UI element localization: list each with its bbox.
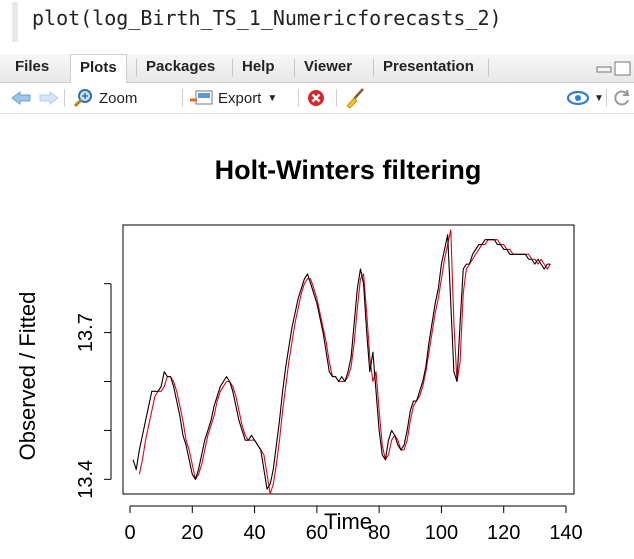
console-gutter <box>12 2 18 42</box>
plot-frame <box>122 224 575 495</box>
export-button[interactable]: Export ▼ <box>190 87 277 109</box>
x-tick-label-120: 120 <box>487 522 520 544</box>
zoom-label: Zoom <box>99 89 138 107</box>
tab-plots[interactable]: Plots <box>70 54 127 83</box>
toolbar-separator <box>182 89 183 107</box>
console-line: plot(log_Birth_TS_1_Numericforecasts_2) <box>0 0 634 44</box>
back-arrow-icon[interactable] <box>10 87 32 109</box>
publish-dropdown-icon: ▼ <box>594 92 604 104</box>
tab-viewer[interactable]: Viewer <box>304 58 353 75</box>
fitted-series-line <box>138 229 551 495</box>
x-tick-label-40: 40 <box>243 522 265 544</box>
publish-icon <box>566 89 590 107</box>
toolbar-separator <box>64 89 65 107</box>
x-tick-label-140: 140 <box>549 522 582 544</box>
tab-separator <box>488 59 489 77</box>
forward-arrow-icon[interactable] <box>38 87 60 109</box>
x-tick-label-20: 20 <box>181 522 203 544</box>
pane-tabbar: Files Plots Packages Help Viewer Present… <box>0 54 634 83</box>
x-tick-label-60: 60 <box>306 522 328 544</box>
tab-presentation[interactable]: Presentation <box>383 58 474 75</box>
maximize-icon[interactable] <box>614 61 631 76</box>
refresh-button[interactable] <box>612 87 632 109</box>
toolbar-separator <box>336 89 337 107</box>
y-axis-label: Observed / Fitted <box>15 292 40 461</box>
x-tick-label-80: 80 <box>368 522 390 544</box>
chart-title: Holt-Winters filtering <box>215 155 482 185</box>
plot-canvas: Holt-Winters filtering Time Observed / Fit… <box>0 114 634 559</box>
toolbar-separator <box>606 89 607 107</box>
tab-separator <box>373 59 374 77</box>
minimize-icon[interactable] <box>596 61 612 75</box>
plots-toolbar: Zoom Export ▼ ▼ <box>0 83 634 114</box>
export-dropdown-icon: ▼ <box>267 92 278 104</box>
toolbar-separator <box>298 89 299 107</box>
broom-icon <box>344 87 366 109</box>
tab-help[interactable]: Help <box>242 58 275 75</box>
refresh-icon <box>612 88 632 108</box>
export-icon <box>190 88 214 108</box>
y-tick-label-13.4: 13.4 <box>75 460 97 499</box>
tab-separator <box>294 59 295 77</box>
plots-pane: Files Plots Packages Help Viewer Present… <box>0 54 634 559</box>
y-tick-label-13.7: 13.7 <box>75 313 97 352</box>
clear-all-plots-button[interactable] <box>344 87 366 109</box>
tab-packages[interactable]: Packages <box>146 58 216 75</box>
x-tick-label-100: 100 <box>425 522 458 544</box>
zoom-icon <box>72 88 94 108</box>
x-tick-label-0: 0 <box>124 522 135 544</box>
zoom-button[interactable]: Zoom <box>72 87 137 109</box>
tab-files[interactable]: Files <box>15 58 50 75</box>
remove-plot-icon <box>306 88 326 108</box>
tab-separator <box>232 59 233 77</box>
publish-button[interactable]: ▼ <box>566 87 604 109</box>
x-axis-label: Time <box>324 509 372 534</box>
holt-winters-chart: Holt-Winters filtering Time Observed / Fit… <box>15 155 583 544</box>
console-command[interactable]: plot(log_Birth_TS_1_Numericforecasts_2) <box>32 6 502 30</box>
export-label: Export <box>218 89 262 107</box>
observed-series-line <box>132 234 551 490</box>
remove-plot-button[interactable] <box>306 87 326 109</box>
tab-separator <box>136 59 137 77</box>
